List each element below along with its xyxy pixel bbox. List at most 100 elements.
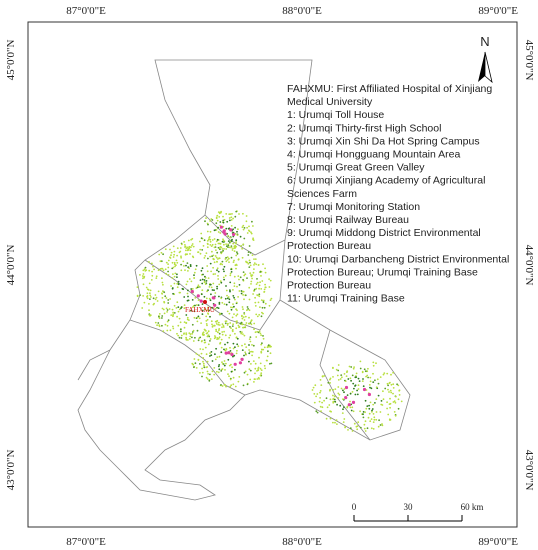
sample-point <box>377 425 380 428</box>
sample-point <box>188 332 191 334</box>
sample-point <box>366 374 369 377</box>
sample-point <box>356 389 358 392</box>
sample-point <box>258 293 261 296</box>
sample-point <box>209 355 211 357</box>
sample-point <box>206 324 208 327</box>
sample-point <box>357 377 360 380</box>
sample-point <box>255 283 258 285</box>
sample-point <box>268 286 271 288</box>
sample-point <box>239 235 242 238</box>
sample-point <box>258 287 260 290</box>
sample-point <box>221 323 224 325</box>
sample-point <box>191 306 194 308</box>
sample-point <box>209 315 211 318</box>
sample-point <box>389 397 391 400</box>
sample-point <box>217 278 220 280</box>
sample-point <box>214 243 217 246</box>
sample-point <box>156 300 159 302</box>
sample-point <box>203 281 206 284</box>
sample-point <box>362 385 365 388</box>
sample-point <box>249 350 252 353</box>
sample-point <box>248 360 250 363</box>
sample-point <box>230 225 233 227</box>
sample-point <box>392 392 394 395</box>
sample-point <box>262 348 265 351</box>
sample-point <box>319 405 322 408</box>
sample-point <box>234 298 236 301</box>
sample-point <box>255 287 258 290</box>
sample-point <box>229 289 231 292</box>
sample-point <box>209 283 212 286</box>
sample-point <box>250 232 253 235</box>
sample-point <box>226 294 228 297</box>
sample-point <box>209 340 211 342</box>
sample-point <box>206 309 209 312</box>
latitude-label: 43°0'0"N <box>5 450 17 491</box>
legend-line: Sciences Farm <box>287 188 357 200</box>
sample-point <box>193 310 196 313</box>
sample-point <box>191 255 194 258</box>
sample-point <box>216 219 219 222</box>
sample-point <box>349 406 352 409</box>
sample-point <box>222 249 225 252</box>
sample-point <box>228 298 231 301</box>
sample-point <box>359 367 362 370</box>
sample-point <box>347 378 350 380</box>
sample-point <box>253 381 255 383</box>
sample-point <box>191 332 194 335</box>
sample-point <box>199 348 202 350</box>
sample-point <box>250 363 252 365</box>
sample-point <box>245 353 247 356</box>
sample-point <box>242 316 245 318</box>
sample-point <box>136 286 139 288</box>
sample-point <box>213 258 215 261</box>
sample-point <box>189 249 192 252</box>
sample-point <box>200 322 203 324</box>
sample-point <box>208 309 211 312</box>
sample-point <box>180 255 182 258</box>
sample-point <box>238 213 240 215</box>
sample-point <box>217 270 220 273</box>
sample-point <box>177 334 180 337</box>
sample-point <box>313 401 316 404</box>
sample-point <box>187 249 190 251</box>
sample-point <box>214 353 216 356</box>
sample-point <box>215 229 218 231</box>
sample-point <box>176 276 178 278</box>
sample-point <box>217 226 220 229</box>
sample-point <box>214 255 217 257</box>
sample-point <box>243 274 246 277</box>
sample-point <box>210 293 212 296</box>
sample-point <box>172 266 175 269</box>
site-point <box>232 232 236 237</box>
sample-point <box>142 283 145 286</box>
longitude-label: 87°0'0"E <box>66 536 106 548</box>
sample-point <box>166 309 169 311</box>
sample-point <box>248 286 251 289</box>
sample-point <box>209 240 212 243</box>
sample-point <box>341 376 343 379</box>
sample-point <box>161 315 164 317</box>
sample-point <box>253 264 255 266</box>
sample-point <box>225 385 227 388</box>
sample-point <box>205 280 208 282</box>
sample-point <box>242 278 245 281</box>
sample-point <box>202 362 205 365</box>
district-line <box>77 349 111 381</box>
sample-point <box>222 276 225 279</box>
sample-point <box>248 225 250 228</box>
sample-point <box>382 390 384 393</box>
sample-point <box>209 373 211 376</box>
legend-line: 3: Urumqi Xin Shi Da Hot Spring Campus <box>287 135 480 147</box>
sample-point <box>354 393 357 396</box>
site-point <box>229 228 233 232</box>
sample-point <box>151 262 153 265</box>
sample-point <box>351 391 354 393</box>
sample-point <box>367 367 369 370</box>
sample-point <box>220 351 223 354</box>
sample-point <box>178 291 181 294</box>
sample-point <box>228 301 231 304</box>
sample-point <box>217 323 220 326</box>
sample-point <box>177 306 180 308</box>
sample-point <box>243 354 245 357</box>
